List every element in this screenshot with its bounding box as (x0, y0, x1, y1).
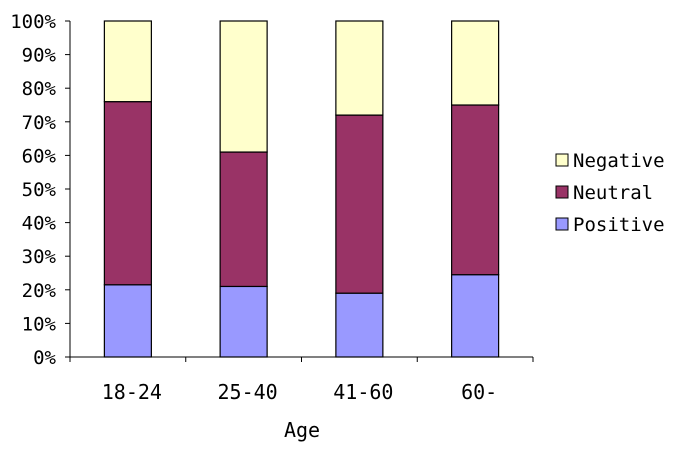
bar-segment-negative (103, 20, 152, 103)
y-tick-label: 60% (22, 145, 57, 167)
y-tick-label: 30% (22, 246, 57, 268)
x-tick-labels: 18-24 25-40 41-60 60- (102, 380, 497, 404)
legend-swatch (555, 153, 569, 167)
bar-segment-positive (451, 274, 500, 358)
legend-label: Neutral (573, 182, 653, 204)
bar-segment-neutral (335, 114, 384, 294)
bar-segment-negative (219, 20, 268, 153)
bar-segment-neutral (103, 101, 152, 286)
bar-segment-negative (335, 20, 384, 116)
y-tick-labels: 0% 10% 20% 30% 40% 50% 60% 70% 80% 90% 100% (10, 11, 56, 369)
bar-segment-neutral (219, 151, 268, 288)
bar-segment-negative (451, 20, 500, 106)
y-tick-label: 20% (22, 280, 57, 302)
y-tick-label: 90% (22, 45, 57, 67)
legend-swatch (555, 217, 569, 231)
x-tick-label: 41-60 (333, 380, 393, 404)
y-tick-label: 100% (10, 11, 56, 33)
legend: Negative Neutral Positive (555, 150, 665, 236)
x-axis-title: Age (284, 418, 320, 442)
bar-segment-positive (219, 285, 268, 358)
bar-segment-neutral (451, 104, 500, 276)
y-tick-label: 70% (22, 112, 57, 134)
bar-segment-positive (335, 292, 384, 358)
legend-swatch (555, 185, 569, 199)
y-tick-label: 0% (33, 347, 56, 369)
y-tick-label: 50% (22, 179, 57, 201)
bars (103, 20, 500, 358)
bar-segment-positive (103, 284, 152, 358)
legend-label: Positive (573, 214, 665, 236)
legend-label: Negative (573, 150, 665, 172)
y-tick-label: 40% (22, 213, 57, 235)
y-tick-label: 10% (22, 313, 57, 335)
x-tick-label: 18-24 (102, 380, 162, 404)
x-tick-label: 60- (461, 380, 497, 404)
x-tick-label: 25-40 (218, 380, 278, 404)
y-tick-label: 80% (22, 78, 57, 100)
